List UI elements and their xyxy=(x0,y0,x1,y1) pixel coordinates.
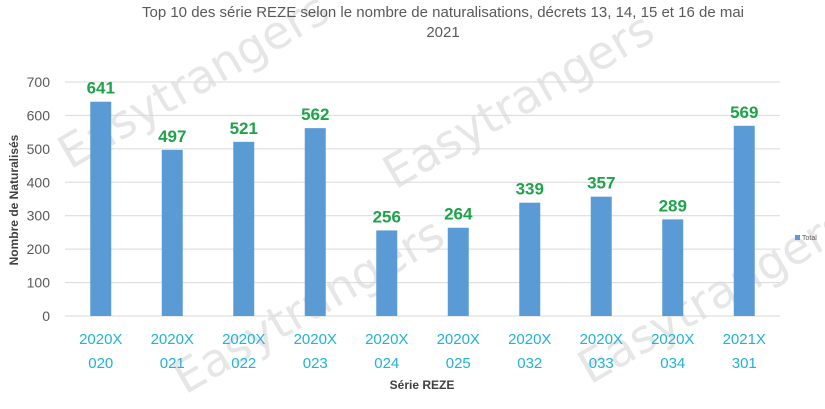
bar xyxy=(161,149,183,316)
x-tick-label: 2020X xyxy=(79,331,122,348)
y-tick-label: 400 xyxy=(27,174,51,190)
watermark-2: Easytrangers xyxy=(374,1,664,199)
bar xyxy=(590,196,612,316)
x-tick-label: 2020X xyxy=(151,331,194,348)
x-tick-label-line-2: 034 xyxy=(660,355,685,372)
x-tick-label-line-2: 020 xyxy=(88,355,113,372)
data-label: 497 xyxy=(158,127,186,146)
bar xyxy=(233,141,255,316)
bar xyxy=(304,128,326,316)
x-tick-label-line-2: 023 xyxy=(303,355,328,372)
x-axis-label: Série REZE xyxy=(390,378,455,392)
x-tick-label: 2020X xyxy=(651,331,694,348)
x-tick-label-line-2: 024 xyxy=(374,355,399,372)
legend-label: Total xyxy=(802,235,817,242)
chart-title-line-2: 2021 xyxy=(426,24,459,41)
y-tick-label: 100 xyxy=(27,275,51,291)
gridlines xyxy=(65,81,780,317)
bars xyxy=(90,101,755,316)
legend: Total xyxy=(795,235,817,242)
data-label: 521 xyxy=(230,119,258,138)
x-tick-label: 2020X xyxy=(437,331,480,348)
y-tick-label: 700 xyxy=(27,74,51,90)
x-tick-label-line-2: 032 xyxy=(517,355,542,372)
x-tick-label: 2020X xyxy=(222,331,265,348)
y-axis-label: Nombre de Naturalisés xyxy=(7,134,21,265)
bar xyxy=(733,125,755,316)
bar xyxy=(519,202,541,316)
x-tick-label: 2020X xyxy=(508,331,551,348)
bar xyxy=(90,101,112,316)
y-tick-label: 200 xyxy=(27,241,51,257)
x-tick-label-line-2: 022 xyxy=(231,355,256,372)
x-tick-label-line-2: 025 xyxy=(446,355,471,372)
data-labels: 641 497 521 562 256 264 339 357 289 569 xyxy=(87,79,759,227)
x-tick-label: 2021X xyxy=(723,331,766,348)
y-tick-label: 300 xyxy=(27,208,51,224)
bar xyxy=(376,230,398,316)
data-label: 569 xyxy=(730,103,758,122)
x-tick-label-line-2: 301 xyxy=(732,355,757,372)
data-label: 264 xyxy=(444,205,473,224)
data-label: 256 xyxy=(373,207,401,226)
x-tick-label: 2020X xyxy=(580,331,623,348)
chart-title: Top 10 des série REZE selon le nombre de… xyxy=(142,4,744,21)
x-tick-label: 2020X xyxy=(294,331,337,348)
data-label: 339 xyxy=(516,180,544,199)
bar xyxy=(662,219,684,316)
y-tick-label: 500 xyxy=(27,141,51,157)
data-label: 289 xyxy=(659,196,687,215)
y-tick-label: 0 xyxy=(42,308,50,324)
data-label: 357 xyxy=(587,174,615,193)
data-label: 562 xyxy=(301,105,329,124)
x-tick-label-line-2: 021 xyxy=(160,355,185,372)
x-axis-ticks: 2020X 020 2020X 021 2020X 022 2020X 023 2020X 024… xyxy=(79,331,766,372)
legend-swatch xyxy=(795,235,800,240)
y-axis-ticks: 0 100 200 300 400 500 600 700 xyxy=(27,74,51,324)
data-label: 641 xyxy=(87,79,115,98)
y-tick-label: 600 xyxy=(27,107,51,123)
x-tick-label: 2020X xyxy=(365,331,408,348)
x-tick-label-line-2: 033 xyxy=(589,355,614,372)
bar xyxy=(447,227,469,316)
